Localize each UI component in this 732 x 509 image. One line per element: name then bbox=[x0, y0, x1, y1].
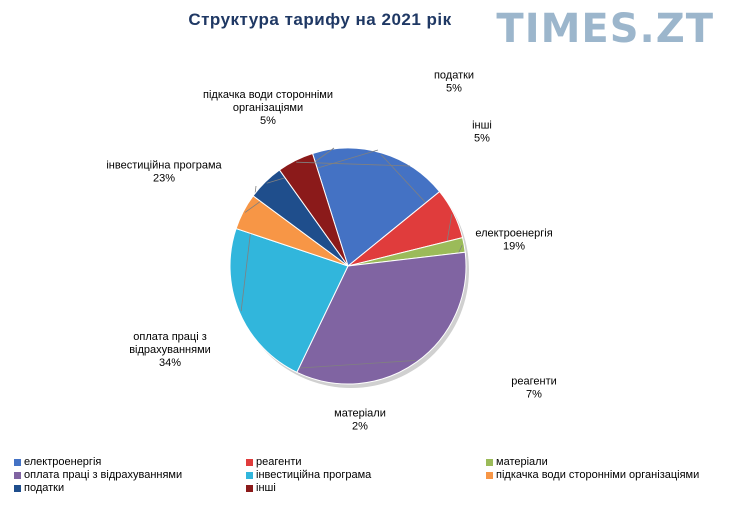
legend-label-0: електроенергія bbox=[24, 456, 102, 468]
legend-item-0: електроенергія bbox=[14, 456, 246, 468]
legend-label-1: реагенти bbox=[256, 456, 302, 468]
legend-item-6: податки bbox=[14, 482, 246, 494]
legend-swatch-3 bbox=[14, 471, 21, 479]
slice-label-7: інші bbox=[472, 119, 492, 131]
legend-swatch-1 bbox=[246, 458, 253, 466]
slice-label-3: відрахуваннями bbox=[129, 344, 211, 356]
legend-item-4: інвестиційна програма bbox=[246, 469, 486, 481]
chart-title: Структура тарифу на 2021 рік bbox=[188, 10, 452, 29]
slice-label-5: організаціями bbox=[233, 102, 303, 114]
slice-label-5: підкачка води сторонніми bbox=[203, 89, 333, 101]
slice-label-0: електроенергія bbox=[475, 227, 552, 239]
slice-value-label-3: 34% bbox=[159, 357, 181, 369]
legend-label-7: інші bbox=[256, 482, 276, 494]
legend-item-3: оплата праці з відрахуваннями bbox=[14, 469, 246, 481]
chart-legend: електроенергія реагенти матеріали оплата пр… bbox=[14, 456, 724, 494]
slice-value-label-2: 2% bbox=[352, 420, 368, 432]
watermark-logo: TIMES.ZT bbox=[496, 6, 714, 52]
legend-item-1: реагенти bbox=[246, 456, 486, 468]
leader-line-7 bbox=[296, 161, 411, 167]
legend-item-2: матеріали bbox=[486, 456, 724, 468]
slice-value-label-5: 5% bbox=[260, 115, 276, 127]
slice-label-3: оплата праці з bbox=[133, 331, 207, 343]
slice-value-label-6: 5% bbox=[446, 82, 462, 94]
slice-label-6: податки bbox=[434, 69, 474, 81]
legend-label-2: матеріали bbox=[496, 456, 548, 468]
legend-swatch-4 bbox=[246, 471, 253, 479]
legend-label-4: інвестиційна програма bbox=[256, 469, 372, 481]
slice-value-label-1: 7% bbox=[526, 388, 542, 400]
legend-swatch-6 bbox=[14, 484, 21, 492]
legend-item-7: інші bbox=[246, 482, 486, 494]
slice-label-4: інвестиційна програма bbox=[106, 159, 222, 171]
pie-slice-4 bbox=[229, 227, 349, 373]
legend-swatch-7 bbox=[246, 484, 253, 492]
slice-value-label-0: 19% bbox=[503, 240, 525, 252]
slice-value-label-7: 5% bbox=[474, 132, 490, 144]
legend-label-6: податки bbox=[24, 482, 65, 494]
legend-label-3: оплата праці з відрахуваннями bbox=[24, 469, 183, 481]
slice-value-label-4: 23% bbox=[153, 172, 175, 184]
pie-slice-7 bbox=[278, 152, 349, 267]
legend-swatch-0 bbox=[14, 458, 21, 466]
pie-slice-0 bbox=[311, 147, 441, 267]
legend-swatch-5 bbox=[486, 471, 493, 479]
legend-swatch-2 bbox=[486, 458, 493, 466]
slice-label-1: реагенти bbox=[511, 375, 557, 387]
legend-item-5: підкачка води сторонніми організаціями bbox=[486, 469, 724, 481]
slice-label-2: матеріали bbox=[334, 407, 386, 419]
leader-line-3 bbox=[299, 360, 416, 369]
legend-label-5: підкачка води сторонніми організаціями bbox=[496, 469, 700, 481]
